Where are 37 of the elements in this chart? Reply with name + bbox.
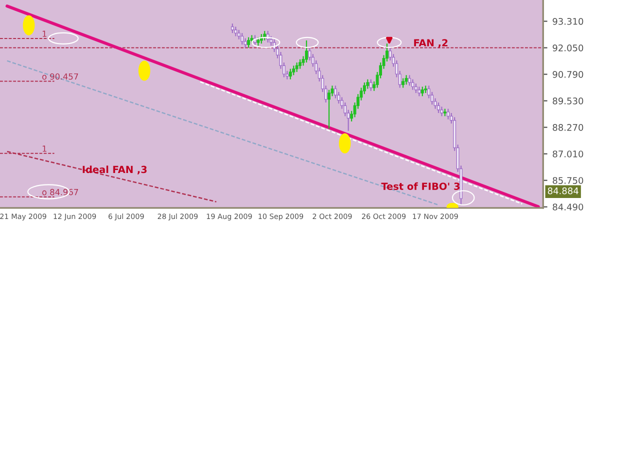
text: 88.270 xyxy=(552,124,584,131)
candlestick xyxy=(402,78,405,88)
candlestick xyxy=(240,32,244,46)
candlestick xyxy=(247,36,250,48)
annotation: 1 xyxy=(42,146,46,152)
annotation: Test of FIBO' 3 xyxy=(381,182,460,190)
text: 84.884 xyxy=(548,187,578,194)
candlestick xyxy=(230,23,234,34)
candlestick xyxy=(292,65,296,76)
text: 90.790 xyxy=(552,71,584,78)
candlestick xyxy=(328,89,331,130)
candlestick xyxy=(298,58,302,70)
annotation: Ideal FAN ,3 xyxy=(82,166,147,174)
text: 92.050 xyxy=(552,44,584,52)
candlestick xyxy=(369,78,372,92)
annotation: 1 xyxy=(42,30,46,37)
text: 87.010 xyxy=(552,150,584,158)
candlestick xyxy=(234,26,238,37)
candlestick xyxy=(305,40,308,64)
candlestick xyxy=(288,68,292,80)
text: 84.490 xyxy=(552,204,584,210)
ref-line-label: o 84.967 xyxy=(42,188,78,196)
candlestick xyxy=(263,30,266,41)
text: 89.530 xyxy=(552,98,584,104)
text: 85.750 xyxy=(552,177,584,184)
candlestick xyxy=(440,106,444,117)
candlestick xyxy=(420,86,424,97)
annotation: FAN ,2 xyxy=(414,39,448,48)
candlestick xyxy=(446,108,450,120)
ref-line-label: o 90.457 xyxy=(42,73,78,80)
candlestick xyxy=(404,74,408,86)
candlestick xyxy=(414,82,418,94)
candlestick xyxy=(408,74,411,86)
candlestick xyxy=(418,86,421,97)
text: 93.310 xyxy=(552,18,584,25)
candlestick xyxy=(295,62,298,73)
candlestick xyxy=(437,102,440,114)
